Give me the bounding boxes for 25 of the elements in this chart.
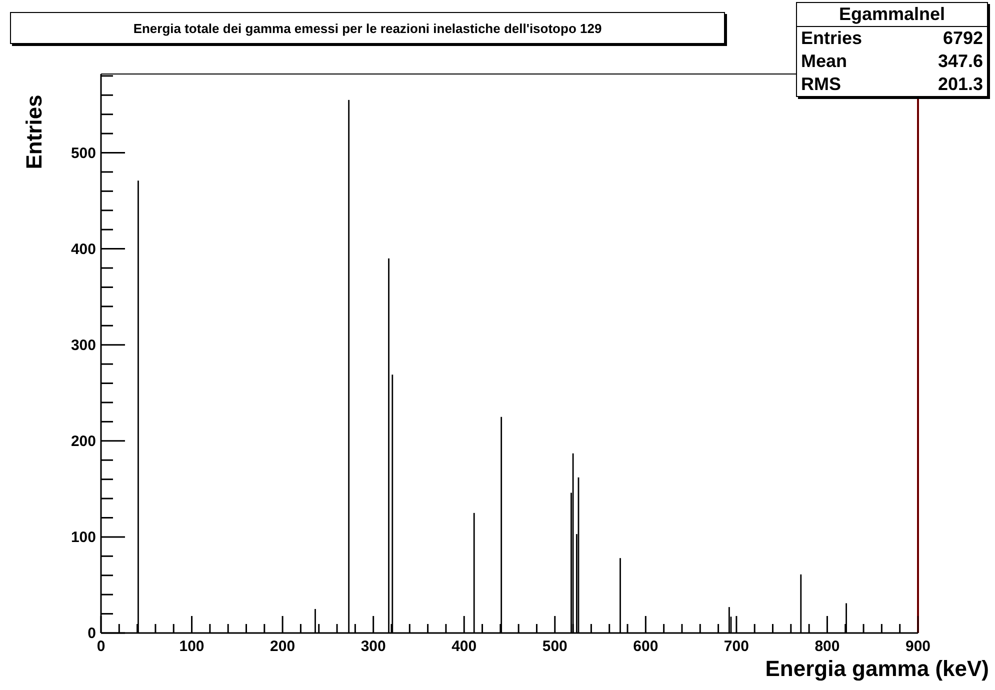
annotation: RMS [801,74,841,95]
x-tick-label: 200 [270,638,296,655]
x-tick-label: 600 [633,638,658,655]
x-tick-label: 100 [179,638,204,655]
text: 6792 [942,28,983,49]
y-tick-label: 400 [70,240,96,258]
y-tick-label: 0 [88,625,96,642]
y-axis-title: Entries [21,94,47,170]
x-tick-label: 400 [452,638,477,655]
x-tick-label: 500 [542,638,568,655]
y-tick-label: 100 [70,528,96,546]
x-tick-label: 800 [814,638,840,655]
x-tick-label: 700 [724,638,749,655]
y-tick-label: 300 [70,336,96,354]
text: Entries [801,28,862,49]
x-axis-title: Energia gamma (keV) [765,656,989,682]
x-tick-label: 900 [905,638,931,655]
y-tick-label: 500 [70,144,96,162]
text: Egammalnel [797,3,987,27]
y-tick-label: 200 [70,432,96,450]
text: Mean [801,51,848,72]
chart-title: Energia totale dei gamma emessi per le reazioni inelastiche dell'isotopo 129 [10,12,725,44]
text: 201.3 [938,74,983,95]
x-tick-label: 300 [360,638,386,655]
text: 347.6 [938,51,983,72]
